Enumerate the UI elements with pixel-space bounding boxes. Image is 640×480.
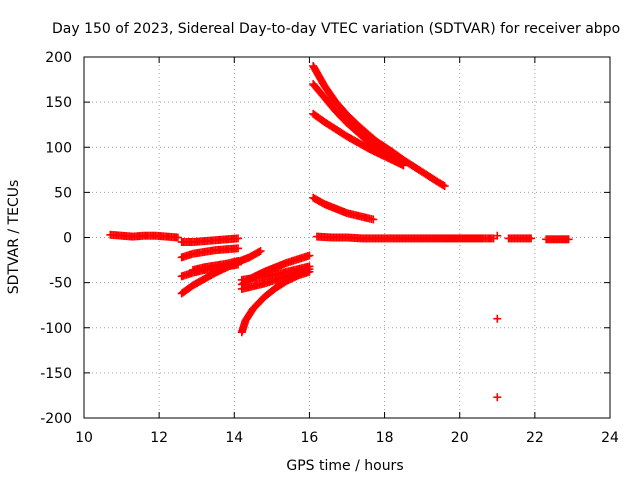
data-point	[256, 247, 265, 256]
y-tick-label: -50	[49, 276, 72, 292]
series-arc-12	[309, 80, 408, 170]
data-point	[234, 244, 243, 253]
y-tick-label: 100	[45, 140, 72, 156]
series-arc-14	[309, 193, 378, 224]
x-tick-label: 14	[225, 430, 243, 446]
x-tick-label: 24	[601, 430, 619, 446]
x-tick-label: 20	[451, 430, 469, 446]
data-point	[399, 161, 408, 170]
series-arc-10	[237, 267, 314, 337]
y-tick-label: -100	[40, 321, 72, 337]
data-point	[369, 215, 378, 224]
x-tick-label: 10	[75, 430, 93, 446]
data-point	[234, 256, 243, 265]
y-tick-label: 50	[54, 185, 72, 201]
data-point	[493, 231, 502, 240]
data-point	[564, 235, 573, 244]
series-arc-15	[312, 232, 498, 243]
y-tick-label: -150	[40, 366, 72, 382]
data-point	[173, 233, 182, 242]
plot-frame	[83, 56, 611, 419]
series-arc-17	[542, 235, 573, 244]
x-tick-label: 18	[376, 430, 394, 446]
data-point	[234, 234, 243, 243]
y-axis-ticks: -200 -150 -100 -50 0 50 100 150 200	[40, 50, 610, 427]
chart-title: Day 150 of 2023, Sidereal Day-to-day VTE…	[52, 21, 620, 37]
y-tick-label: 150	[45, 95, 72, 111]
y-axis-label: SDTVAR / TECUs	[6, 180, 22, 295]
x-tick-label: 22	[526, 430, 544, 446]
series-arc-3	[177, 244, 243, 262]
data-point	[439, 181, 448, 190]
x-axis-ticks: 10 12 14 16 18 20 22 24	[75, 57, 619, 446]
y-tick-label: 0	[63, 231, 72, 247]
series-arc-6	[188, 256, 243, 274]
series-arc-16	[504, 234, 536, 243]
series-outliers	[493, 231, 502, 402]
y-tick-label: 200	[45, 50, 72, 66]
series-arc-13	[309, 109, 408, 170]
data-point	[493, 314, 502, 323]
data-point	[493, 393, 502, 402]
x-axis-label: GPS time / hours	[286, 458, 403, 474]
series-arc-1	[106, 230, 182, 242]
series-arc-2	[177, 234, 243, 247]
data-point	[305, 267, 314, 276]
y-tick-label: -200	[40, 411, 72, 427]
x-tick-label: 12	[150, 430, 168, 446]
data-point	[527, 234, 536, 243]
x-tick-label: 16	[301, 430, 319, 446]
data-point	[440, 182, 449, 191]
data-point	[305, 251, 314, 260]
data-points	[106, 62, 573, 402]
